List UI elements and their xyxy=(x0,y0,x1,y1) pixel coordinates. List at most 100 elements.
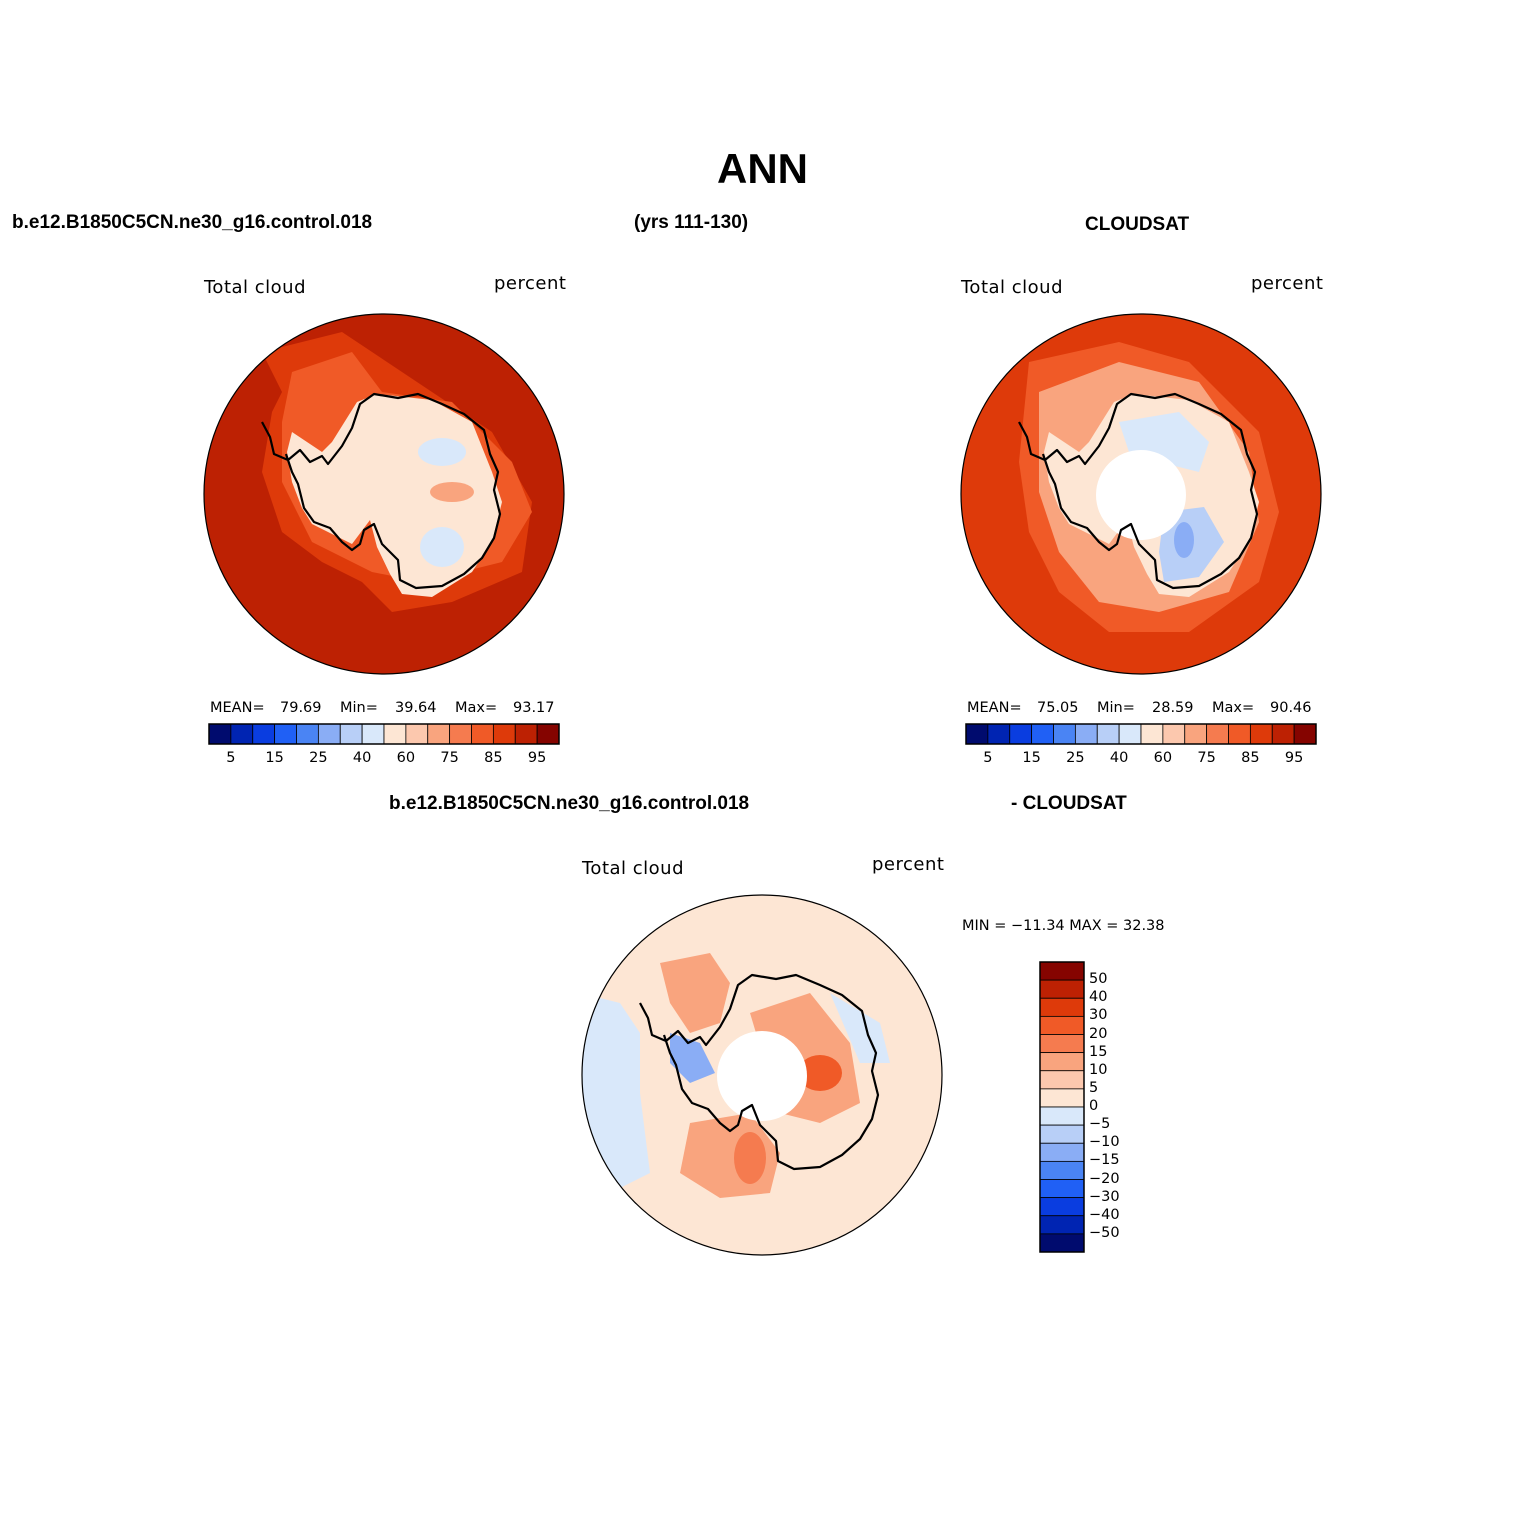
colorbar-tick-label: 10 xyxy=(1089,1061,1108,1078)
panel-model-min-label: Min= xyxy=(340,700,378,716)
panel-diff-variable: Total cloud xyxy=(582,858,685,879)
panel-obs-units: percent xyxy=(1251,273,1324,294)
colorbar-swatch xyxy=(1206,723,1229,745)
colorbar-tick-label: 15 xyxy=(265,750,284,766)
colorbar-tick-label: 20 xyxy=(1089,1025,1108,1042)
colorbar-diff xyxy=(1039,961,1085,1253)
panel-obs-min-label: Min= xyxy=(1097,700,1135,716)
colorbar-tick-label: 25 xyxy=(1066,750,1085,766)
polar-map-model xyxy=(203,313,565,675)
coastline xyxy=(1018,392,1259,590)
case-name-header: b.e12.B1850C5CN.ne30_g16.control.018 xyxy=(12,212,373,233)
colorbar-swatch xyxy=(1039,1197,1085,1217)
years-header: (yrs 111-130) xyxy=(634,212,749,233)
map-boundary xyxy=(581,894,943,1256)
diff-low-region-west xyxy=(582,993,650,1193)
colorbar-swatch xyxy=(1039,1070,1085,1090)
colorbar-tick-label: 5 xyxy=(983,750,993,766)
polar-map-diff xyxy=(581,894,943,1256)
colorbar-swatch xyxy=(492,723,516,745)
colorbar-swatch xyxy=(274,723,297,745)
colorbar-swatch xyxy=(1271,723,1295,745)
colorbar-frame xyxy=(1039,961,1085,1253)
colorbar-tick-label: −15 xyxy=(1089,1152,1120,1169)
colorbar-swatch xyxy=(1184,723,1208,745)
colorbar-tick-label: 85 xyxy=(484,750,503,766)
colorbar-swatch xyxy=(339,723,363,745)
colorbar-swatch xyxy=(1162,723,1186,745)
colorbar-tick-label: 15 xyxy=(1022,750,1041,766)
colorbar-tick-label: −50 xyxy=(1089,1224,1120,1241)
colorbar-swatch xyxy=(296,723,319,745)
panel-model-min-value: 39.64 xyxy=(395,700,437,716)
colorbar-tick-label: 0 xyxy=(1089,1098,1099,1114)
coastline xyxy=(639,973,880,1171)
colorbar-swatch xyxy=(1039,997,1085,1017)
colorbar-swatch xyxy=(987,723,1011,745)
panel-model-units: percent xyxy=(494,273,567,294)
panel-obs-mean-label: MEAN= xyxy=(967,700,1022,716)
colorbar-swatch xyxy=(1140,723,1164,745)
colorbar-tick-label: 50 xyxy=(1089,971,1108,988)
colorbar-swatch xyxy=(1053,723,1076,745)
colorbar-swatch xyxy=(471,723,494,745)
panel-model-mean-value: 79.69 xyxy=(280,700,322,716)
colorbar-tick-label: −20 xyxy=(1089,1170,1120,1187)
colorbar-swatch xyxy=(208,723,232,745)
colorbar-swatch xyxy=(965,723,989,745)
map-boundary xyxy=(960,313,1322,675)
colorbar-tick-label: 40 xyxy=(1089,989,1108,1006)
colorbar-swatch xyxy=(1039,961,1085,981)
colorbar-tick-label: 85 xyxy=(1241,750,1260,766)
diff-case-header: b.e12.B1850C5CN.ne30_g16.control.018 xyxy=(389,793,750,814)
colorbar-swatch xyxy=(1039,1233,1085,1253)
pole-hole xyxy=(717,1031,807,1121)
panel-model-max-label: Max= xyxy=(455,700,498,716)
colorbar-swatch xyxy=(1096,723,1120,745)
panel-obs-mean-value: 75.05 xyxy=(1037,700,1079,716)
panel-model-mean-label: MEAN= xyxy=(210,700,265,716)
colorbar-swatch xyxy=(1039,1088,1085,1108)
colorbar-obs xyxy=(965,723,1317,745)
diff-high-region-1 xyxy=(660,953,730,1033)
colorbar-tick-label: 75 xyxy=(440,750,459,766)
diff-low-region-peninsula xyxy=(670,1033,715,1083)
panel-obs-min-value: 28.59 xyxy=(1152,700,1194,716)
panel-model-max-value: 93.17 xyxy=(513,700,555,716)
colorbar-tick-label: 60 xyxy=(396,750,416,766)
colorbar-swatch xyxy=(1228,723,1251,745)
colorbar-swatch xyxy=(1039,1215,1085,1235)
colorbar-swatch xyxy=(1118,723,1142,745)
colorbar-swatch xyxy=(1039,979,1085,999)
colorbar-swatch xyxy=(1039,1052,1085,1072)
inland-low-patch xyxy=(1119,412,1209,472)
colorbar-swatch xyxy=(317,723,341,745)
colorbar-tick-label: 25 xyxy=(309,750,328,766)
colorbar-swatch xyxy=(1009,723,1033,745)
colorbar-swatch xyxy=(427,723,451,745)
colorbar-swatch xyxy=(405,723,429,745)
panel-obs-max-value: 90.46 xyxy=(1270,700,1312,716)
colorbar-tick-label: 40 xyxy=(352,750,372,766)
diff-obs-header: - CLOUDSAT xyxy=(1011,793,1127,814)
colorbar-swatch xyxy=(1074,723,1098,745)
colorbar-model xyxy=(208,723,560,745)
colorbar-tick-label: 15 xyxy=(1089,1043,1108,1060)
colorbar-frame xyxy=(965,723,1317,745)
colorbar-tick-label: −5 xyxy=(1089,1116,1111,1133)
colorbar-swatch xyxy=(1039,1179,1085,1199)
map-boundary xyxy=(203,313,565,675)
diff-low-region-east xyxy=(830,993,890,1063)
panel-diff-minmax: MIN = −11.34 MAX = 32.38 xyxy=(962,918,1165,934)
colorbar-tick-label: 40 xyxy=(1109,750,1129,766)
colorbar-swatch xyxy=(1039,1142,1085,1162)
panel-obs-max-label: Max= xyxy=(1212,700,1255,716)
colorbar-tick-label: −30 xyxy=(1089,1188,1120,1205)
colorbar-tick-label: 95 xyxy=(1284,750,1304,766)
diff-high-core xyxy=(798,1055,842,1091)
colorbar-swatch xyxy=(536,723,560,745)
colorbar-tick-label: 75 xyxy=(1197,750,1216,766)
colorbar-tick-label: 5 xyxy=(1089,1079,1099,1096)
inland-high-patch xyxy=(430,482,474,502)
